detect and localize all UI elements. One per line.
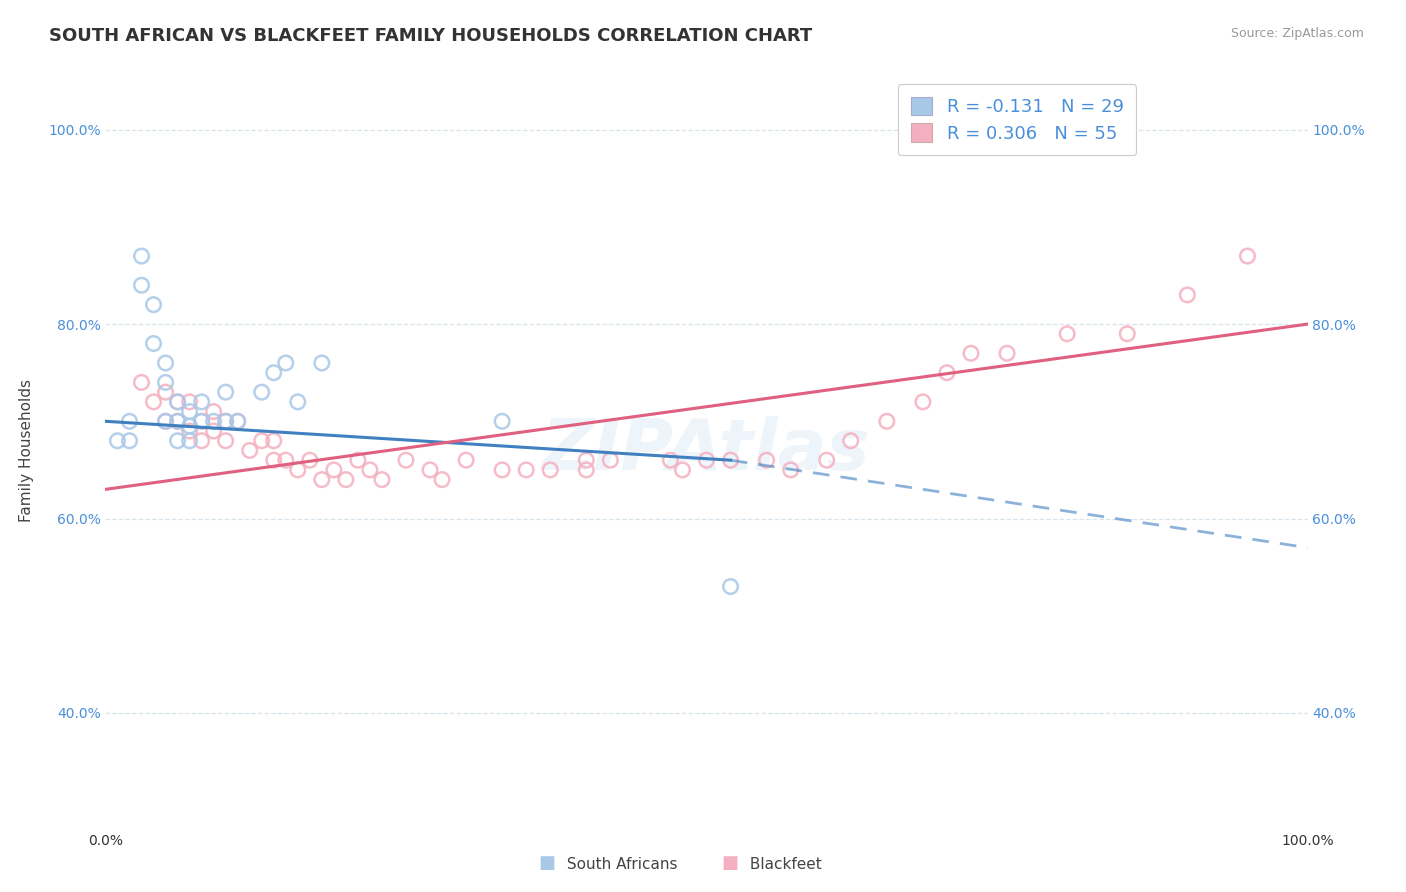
Point [322,463,344,477]
Point [456,453,478,467]
Point [671,463,693,477]
Point [335,473,357,487]
Point [226,414,249,428]
Point [214,434,236,448]
Point [720,580,742,594]
Point [155,414,177,428]
Point [936,366,959,380]
Point [239,443,262,458]
Point [1116,326,1139,341]
Point [287,463,309,477]
Point [214,414,236,428]
Point [190,434,212,448]
Point [311,356,333,370]
Point [190,414,212,428]
Point [359,463,381,477]
Point [179,404,201,418]
Point [298,453,321,467]
Point [179,419,201,434]
Point [960,346,983,360]
Point [815,453,838,467]
Text: ■: ■ [538,855,555,872]
Point [839,434,862,448]
Point [659,453,682,467]
Point [347,453,370,467]
Point [491,414,513,428]
Point [226,414,249,428]
Point [263,453,285,467]
Point [876,414,898,428]
Point [179,434,201,448]
Point [166,395,188,409]
Point [214,385,236,400]
Point [274,356,297,370]
Point [1056,326,1078,341]
Point [575,453,598,467]
Point [179,395,201,409]
Point [155,414,177,428]
Point [250,434,273,448]
Text: South Africans: South Africans [562,857,678,872]
Point [395,453,418,467]
Point [696,453,718,467]
Point [131,278,153,293]
Point [755,453,778,467]
Point [599,453,621,467]
Point [131,376,153,390]
Point [166,434,188,448]
Point [371,473,394,487]
Point [155,356,177,370]
Point [287,395,309,409]
Point [995,346,1018,360]
Point [720,453,742,467]
Point [575,463,598,477]
Point [214,414,236,428]
Point [166,395,188,409]
Point [107,434,129,448]
Point [274,453,297,467]
Text: Blackfeet: Blackfeet [745,857,823,872]
Point [202,414,225,428]
Point [190,395,212,409]
Point [118,434,141,448]
Point [131,249,153,263]
Text: ZIPAtlas: ZIPAtlas [543,416,870,485]
Point [155,385,177,400]
Point [202,424,225,438]
Point [155,376,177,390]
Point [142,298,165,312]
Legend: R = -0.131   N = 29, R = 0.306   N = 55: R = -0.131 N = 29, R = 0.306 N = 55 [898,84,1136,155]
Point [190,414,212,428]
Point [118,414,141,428]
Point [1236,249,1258,263]
Text: ■: ■ [721,855,738,872]
Point [779,463,801,477]
Point [202,404,225,418]
Text: SOUTH AFRICAN VS BLACKFEET FAMILY HOUSEHOLDS CORRELATION CHART: SOUTH AFRICAN VS BLACKFEET FAMILY HOUSEH… [49,27,813,45]
Point [250,385,273,400]
Point [142,395,165,409]
Point [419,463,441,477]
Point [515,463,537,477]
Point [911,395,934,409]
Point [538,463,561,477]
Point [311,473,333,487]
Point [263,434,285,448]
Text: Source: ZipAtlas.com: Source: ZipAtlas.com [1230,27,1364,40]
Point [166,414,188,428]
Point [491,463,513,477]
Point [166,414,188,428]
Point [430,473,453,487]
Point [142,336,165,351]
Y-axis label: Family Households: Family Households [20,379,34,522]
Point [1177,288,1199,302]
Point [179,424,201,438]
Point [263,366,285,380]
